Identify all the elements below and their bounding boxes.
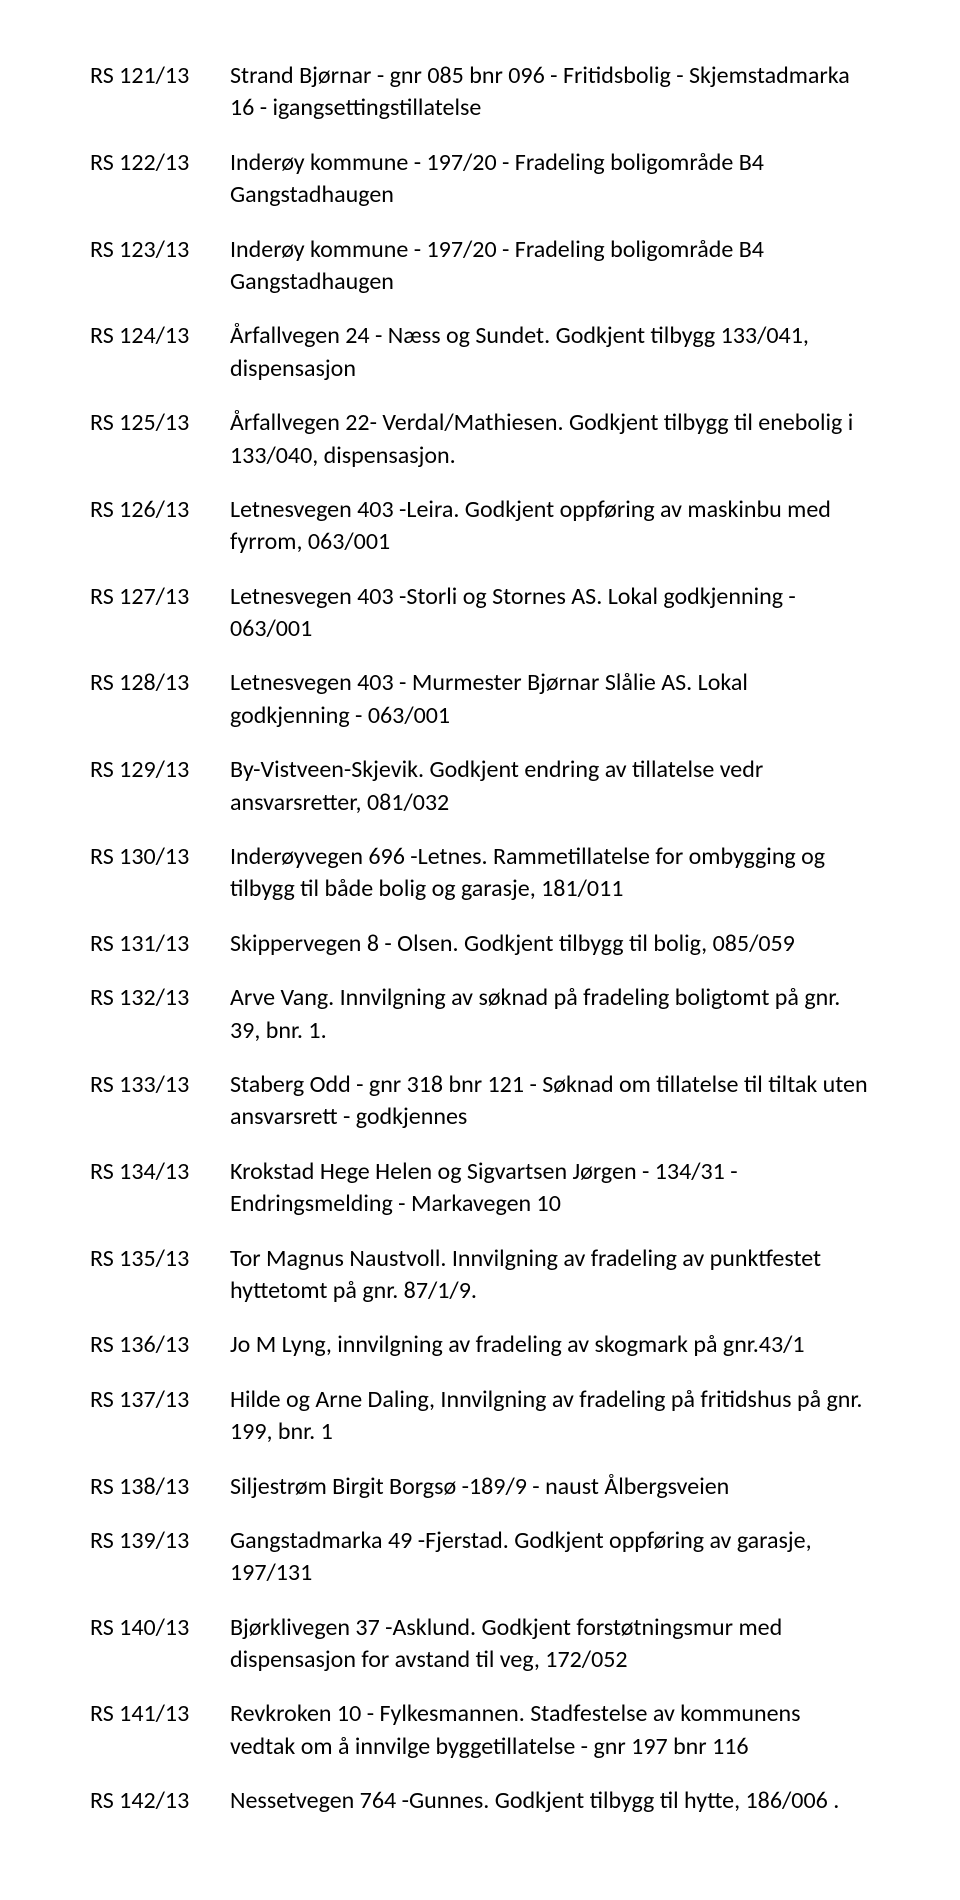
item-reference: RS 139/13	[90, 1525, 230, 1590]
item-description: Letnesvegen 403 - Murmester Bjørnar Slål…	[230, 667, 870, 732]
list-item: RS 125/13Årfallvegen 22- Verdal/Mathiese…	[90, 407, 870, 472]
item-description: Inderøy kommune - 197/20 - Fradeling bol…	[230, 147, 870, 212]
item-reference: RS 123/13	[90, 234, 230, 299]
item-description: Revkroken 10 - Fylkesmannen. Stadfestels…	[230, 1698, 870, 1763]
list-item: RS 132/13Arve Vang. Innvilgning av søkna…	[90, 982, 870, 1047]
list-item: RS 137/13Hilde og Arne Daling, Innvilgni…	[90, 1384, 870, 1449]
item-reference: RS 121/13	[90, 60, 230, 125]
list-item: RS 126/13Letnesvegen 403 -Leira. Godkjen…	[90, 494, 870, 559]
item-reference: RS 129/13	[90, 754, 230, 819]
item-description: Hilde og Arne Daling, Innvilgning av fra…	[230, 1384, 870, 1449]
item-description: Bjørklivegen 37 -Asklund. Godkjent forst…	[230, 1612, 870, 1677]
list-item: RS 140/13Bjørklivegen 37 -Asklund. Godkj…	[90, 1612, 870, 1677]
item-description: Strand Bjørnar - gnr 085 bnr 096 - Friti…	[230, 60, 870, 125]
item-description: Siljestrøm Birgit Borgsø -189/9 - naust …	[230, 1471, 870, 1503]
item-reference: RS 128/13	[90, 667, 230, 732]
item-reference: RS 134/13	[90, 1156, 230, 1221]
list-item: RS 130/13Inderøyvegen 696 -Letnes. Ramme…	[90, 841, 870, 906]
list-item: RS 139/13Gangstadmarka 49 -Fjerstad. God…	[90, 1525, 870, 1590]
item-description: Arve Vang. Innvilgning av søknad på frad…	[230, 982, 870, 1047]
list-item: RS 127/13Letnesvegen 403 -Storli og Stor…	[90, 581, 870, 646]
item-description: Årfallvegen 24 - Næss og Sundet. Godkjen…	[230, 320, 870, 385]
item-description: Jo M Lyng, innvilgning av fradeling av s…	[230, 1329, 870, 1361]
list-item: RS 129/13By-Vistveen-Skjevik. Godkjent e…	[90, 754, 870, 819]
item-reference: RS 124/13	[90, 320, 230, 385]
item-reference: RS 137/13	[90, 1384, 230, 1449]
item-reference: RS 138/13	[90, 1471, 230, 1503]
list-item: RS 124/13Årfallvegen 24 - Næss og Sundet…	[90, 320, 870, 385]
item-reference: RS 125/13	[90, 407, 230, 472]
list-item: RS 136/13Jo M Lyng, innvilgning av frade…	[90, 1329, 870, 1361]
item-description: Letnesvegen 403 -Storli og Stornes AS. L…	[230, 581, 870, 646]
list-item: RS 122/13Inderøy kommune - 197/20 - Frad…	[90, 147, 870, 212]
item-reference: RS 142/13	[90, 1785, 230, 1817]
list-item: RS 135/13Tor Magnus Naustvoll. Innvilgni…	[90, 1243, 870, 1308]
item-reference: RS 140/13	[90, 1612, 230, 1677]
item-reference: RS 126/13	[90, 494, 230, 559]
list-item: RS 133/13Staberg Odd - gnr 318 bnr 121 -…	[90, 1069, 870, 1134]
item-description: Inderøy kommune - 197/20 - Fradeling bol…	[230, 234, 870, 299]
item-description: Staberg Odd - gnr 318 bnr 121 - Søknad o…	[230, 1069, 870, 1134]
item-reference: RS 132/13	[90, 982, 230, 1047]
list-item: RS 128/13Letnesvegen 403 - Murmester Bjø…	[90, 667, 870, 732]
list-item: RS 134/13Krokstad Hege Helen og Sigvarts…	[90, 1156, 870, 1221]
item-reference: RS 136/13	[90, 1329, 230, 1361]
item-reference: RS 131/13	[90, 928, 230, 960]
list-item: RS 123/13Inderøy kommune - 197/20 - Frad…	[90, 234, 870, 299]
item-description: Letnesvegen 403 -Leira. Godkjent oppføri…	[230, 494, 870, 559]
item-description: Årfallvegen 22- Verdal/Mathiesen. Godkje…	[230, 407, 870, 472]
document-list: RS 121/13Strand Bjørnar - gnr 085 bnr 09…	[90, 60, 870, 1818]
item-description: Skippervegen 8 - Olsen. Godkjent tilbygg…	[230, 928, 870, 960]
item-reference: RS 133/13	[90, 1069, 230, 1134]
item-description: By-Vistveen-Skjevik. Godkjent endring av…	[230, 754, 870, 819]
list-item: RS 138/13Siljestrøm Birgit Borgsø -189/9…	[90, 1471, 870, 1503]
item-description: Inderøyvegen 696 -Letnes. Rammetillatels…	[230, 841, 870, 906]
item-reference: RS 141/13	[90, 1698, 230, 1763]
item-description: Nessetvegen 764 -Gunnes. Godkjent tilbyg…	[230, 1785, 870, 1817]
item-reference: RS 122/13	[90, 147, 230, 212]
item-reference: RS 127/13	[90, 581, 230, 646]
list-item: RS 131/13Skippervegen 8 - Olsen. Godkjen…	[90, 928, 870, 960]
item-description: Gangstadmarka 49 -Fjerstad. Godkjent opp…	[230, 1525, 870, 1590]
item-reference: RS 130/13	[90, 841, 230, 906]
list-item: RS 121/13Strand Bjørnar - gnr 085 bnr 09…	[90, 60, 870, 125]
item-description: Krokstad Hege Helen og Sigvartsen Jørgen…	[230, 1156, 870, 1221]
item-description: Tor Magnus Naustvoll. Innvilgning av fra…	[230, 1243, 870, 1308]
list-item: RS 141/13Revkroken 10 - Fylkesmannen. St…	[90, 1698, 870, 1763]
item-reference: RS 135/13	[90, 1243, 230, 1308]
list-item: RS 142/13Nessetvegen 764 -Gunnes. Godkje…	[90, 1785, 870, 1817]
